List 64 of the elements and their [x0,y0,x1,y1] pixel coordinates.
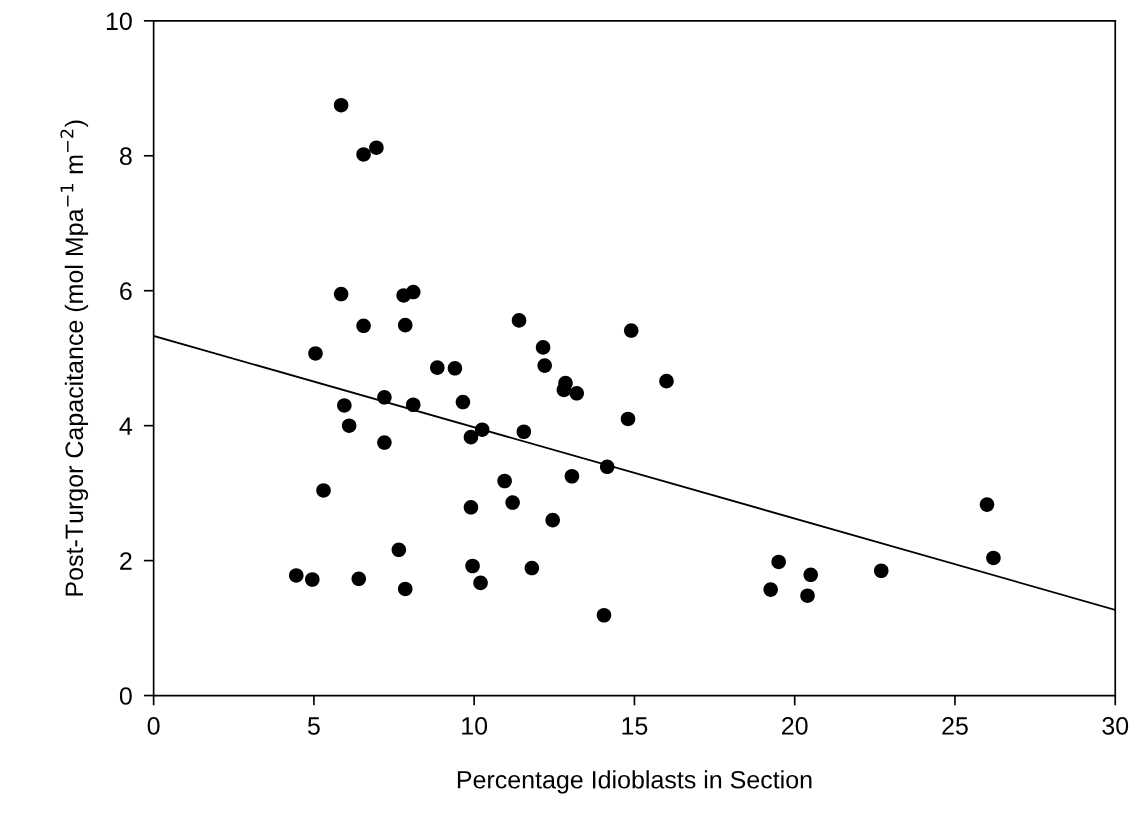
point [537,358,552,373]
point [308,346,323,361]
point [599,459,615,475]
x-tick-label: 0 [147,717,160,735]
y-tick-label: 2 [120,552,132,570]
point [405,397,421,413]
y-tick-label: 0 [119,687,132,705]
point [305,572,320,587]
point [535,340,551,355]
point [505,495,520,510]
x-tick-label: 10 [462,717,488,735]
point [569,385,585,401]
x-tick-label: 25 [942,717,968,735]
point [391,542,407,558]
point [377,435,392,450]
point [800,588,815,603]
point [430,360,445,375]
y-tick-label: 4 [119,417,133,435]
x-axis-title: Percentage Idioblasts in Section [457,770,812,794]
point [564,468,580,484]
point [620,411,636,427]
point [474,422,490,437]
point [986,550,1001,566]
point [356,147,371,162]
point [465,558,480,574]
point [497,473,512,489]
point [397,581,413,597]
point [771,554,786,570]
point [545,512,560,528]
point [369,140,384,155]
y-tick-label: 8 [119,147,132,166]
point [623,323,639,338]
point [659,373,674,389]
x-tick-label: 15 [622,717,648,735]
x-tick-label: 30 [1102,717,1129,735]
point [803,567,819,583]
point [351,571,367,587]
point [596,607,612,623]
point [316,483,331,498]
point [516,424,532,440]
point [463,500,479,515]
x-tick-label: 5 [307,717,320,735]
y-axis-title: Post-Turgor Capacitance (mol Mpa$^{−1}$ m$^{−2}$) [60,120,89,596]
point [979,497,995,512]
y-tick-label: 10 [106,12,132,31]
point [447,361,463,376]
y-tick-label: 6 [120,282,132,301]
x-tick-label: 20 [782,717,808,735]
point [397,317,413,333]
point [524,560,540,576]
point [473,575,488,591]
point [511,313,527,328]
point [377,390,392,405]
point [341,418,357,433]
point [463,429,479,445]
point [405,284,421,300]
point [333,286,349,302]
point [455,394,471,410]
point [356,318,371,334]
point [337,398,352,413]
point [333,97,349,113]
point [763,582,778,597]
point [873,563,889,579]
point [288,568,304,583]
